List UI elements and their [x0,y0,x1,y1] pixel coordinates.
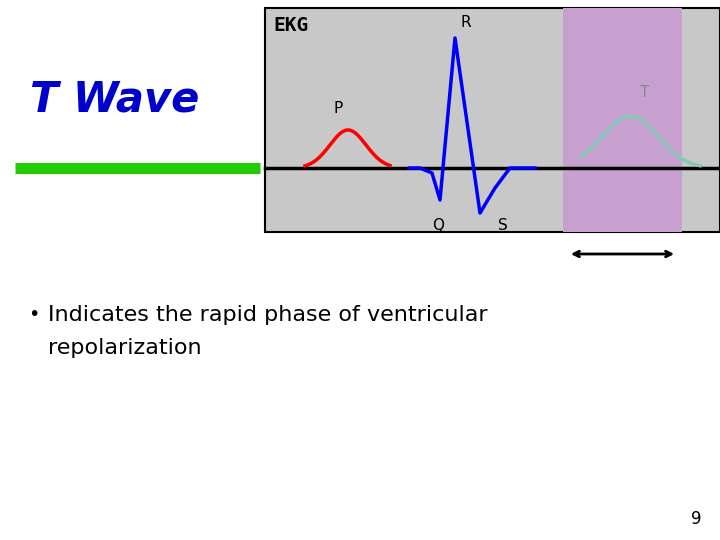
Text: Q: Q [432,218,444,233]
Text: T Wave: T Wave [30,79,199,121]
Text: R: R [460,15,471,30]
Bar [563,8,682,232]
Text: repolarization: repolarization [48,338,202,358]
Text: 9: 9 [691,510,702,528]
Text: S: S [498,218,508,233]
Bar [265,8,720,232]
Text: P: P [333,101,343,116]
Text: •: • [28,305,40,324]
Text: Indicates the rapid phase of ventricular: Indicates the rapid phase of ventricular [48,305,487,325]
Text: T: T [640,85,649,100]
Text: EKG: EKG [273,16,308,35]
